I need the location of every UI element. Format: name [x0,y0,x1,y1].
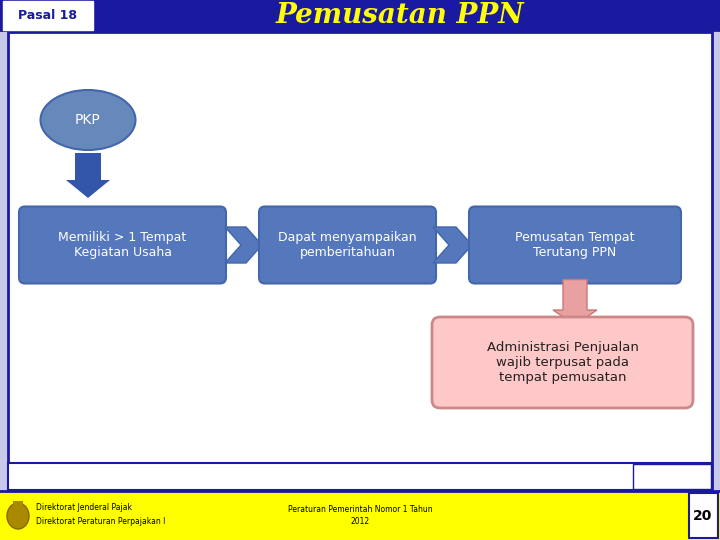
FancyBboxPatch shape [469,206,681,284]
Bar [689,493,718,538]
Text: PKP: PKP [75,113,101,127]
Bar [660,0,680,20]
Text: Memiliki > 1 Tempat
Kegiatan Usaha: Memiliki > 1 Tempat Kegiatan Usaha [58,231,186,259]
FancyBboxPatch shape [3,1,93,30]
Text: Direktorat Peraturan Perpajakan I: Direktorat Peraturan Perpajakan I [36,516,166,525]
Bar [0,0,720,30]
FancyBboxPatch shape [259,206,436,284]
FancyBboxPatch shape [19,206,226,284]
Ellipse shape [40,90,135,150]
Polygon shape [225,227,262,263]
FancyBboxPatch shape [432,317,693,408]
Polygon shape [66,153,110,198]
Bar [620,0,640,20]
Bar [13,501,23,505]
Text: Dapat menyampaikan
pemberitahuan: Dapat menyampaikan pemberitahuan [278,231,417,259]
Text: Administrasi Penjualan
wajib terpusat pada
tempat pemusatan: Administrasi Penjualan wajib terpusat pa… [487,341,639,384]
Bar [0,491,720,540]
Text: 20: 20 [693,509,713,523]
Bar [680,0,700,20]
Bar [640,0,660,20]
Bar [633,464,711,489]
Polygon shape [433,227,472,263]
Text: 2012: 2012 [351,517,369,526]
Text: Pasal 18: Pasal 18 [19,9,78,22]
Text: Pemusatan PPN: Pemusatan PPN [276,2,524,29]
Bar [700,0,720,20]
Bar [8,32,712,490]
Ellipse shape [7,503,29,529]
Bar [8,463,712,490]
Text: Pemusatan Tempat
Terutang PPN: Pemusatan Tempat Terutang PPN [516,231,635,259]
Polygon shape [553,280,597,325]
Text: Peraturan Pemerintah Nomor 1 Tahun: Peraturan Pemerintah Nomor 1 Tahun [288,505,432,515]
Text: Direktorat Jenderal Pajak: Direktorat Jenderal Pajak [36,503,132,512]
